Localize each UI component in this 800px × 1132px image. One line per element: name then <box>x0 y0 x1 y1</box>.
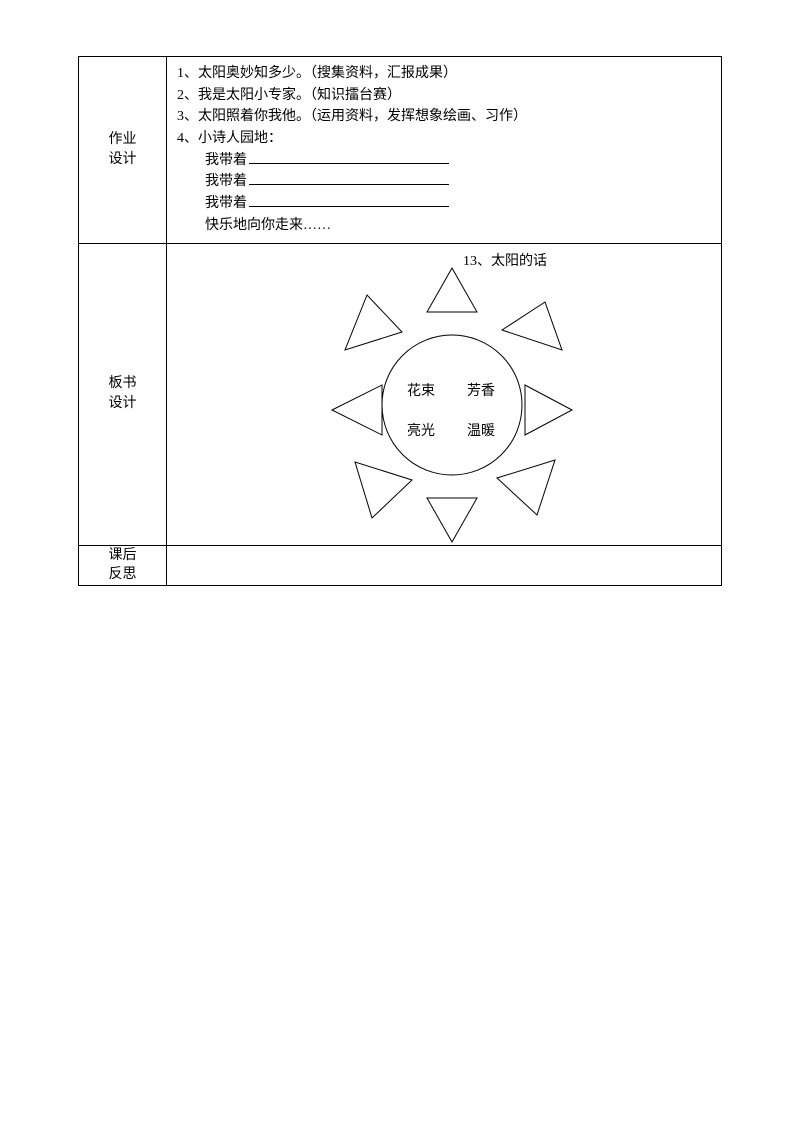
hw-line3: 3、太阳照着你我他。（运用资料，发挥想象绘画、习作） <box>173 106 711 128</box>
blank-line-3 <box>249 195 449 208</box>
homework-content-cell: 1、太阳奥妙知多少。（搜集资料，汇报成果） 2、我是太阳小专家。（知识擂台赛） … <box>167 57 722 244</box>
lesson-plan-table: 作业 设计 1、太阳奥妙知多少。（搜集资料，汇报成果） 2、我是太阳小专家。（知… <box>78 56 722 586</box>
sun-word-tr: 芳香 <box>467 380 495 400</box>
hw-line4: 4、小诗人园地： <box>173 128 711 150</box>
board-label-l2: 设计 <box>79 394 166 414</box>
sun-diagram <box>287 260 617 550</box>
reflection-content-cell <box>167 545 722 585</box>
hw-fill-3: 我带着 <box>173 193 711 215</box>
board-label-l1: 板书 <box>79 374 166 394</box>
hw-fill-3-prefix: 我带着 <box>205 196 247 211</box>
reflection-label-cell: 课后 反思 <box>79 545 167 585</box>
hw-fill-1: 我带着 <box>173 150 711 172</box>
hw-fill-1-prefix: 我带着 <box>205 153 247 168</box>
hw-fill-2: 我带着 <box>173 171 711 193</box>
reflection-row: 课后 反思 <box>79 545 722 585</box>
homework-label-l1: 作业 <box>79 130 166 150</box>
homework-row: 作业 设计 1、太阳奥妙知多少。（搜集资料，汇报成果） 2、我是太阳小专家。（知… <box>79 57 722 244</box>
hw-line1: 1、太阳奥妙知多少。（搜集资料，汇报成果） <box>173 63 711 85</box>
hw-last-line: 快乐地向你走来…… <box>173 215 711 237</box>
board-content-cell: 13、太阳的话 花束 芳香 亮光 温暖 <box>167 243 722 545</box>
blank-line-2 <box>249 173 449 186</box>
homework-label-l2: 设计 <box>79 150 166 170</box>
sun-word-br: 温暖 <box>467 420 495 440</box>
reflection-label-l2: 反思 <box>79 565 166 585</box>
board-row: 板书 设计 13、太阳的话 花束 芳香 亮光 温暖 <box>79 243 722 545</box>
hw-line2: 2、我是太阳小专家。（知识擂台赛） <box>173 85 711 107</box>
homework-label-cell: 作业 设计 <box>79 57 167 244</box>
sun-word-tl: 花束 <box>407 380 435 400</box>
sun-word-bl: 亮光 <box>407 420 435 440</box>
reflection-label-l1: 课后 <box>79 546 166 566</box>
blank-line-1 <box>249 151 449 164</box>
hw-fill-2-prefix: 我带着 <box>205 174 247 189</box>
board-label-cell: 板书 设计 <box>79 243 167 545</box>
